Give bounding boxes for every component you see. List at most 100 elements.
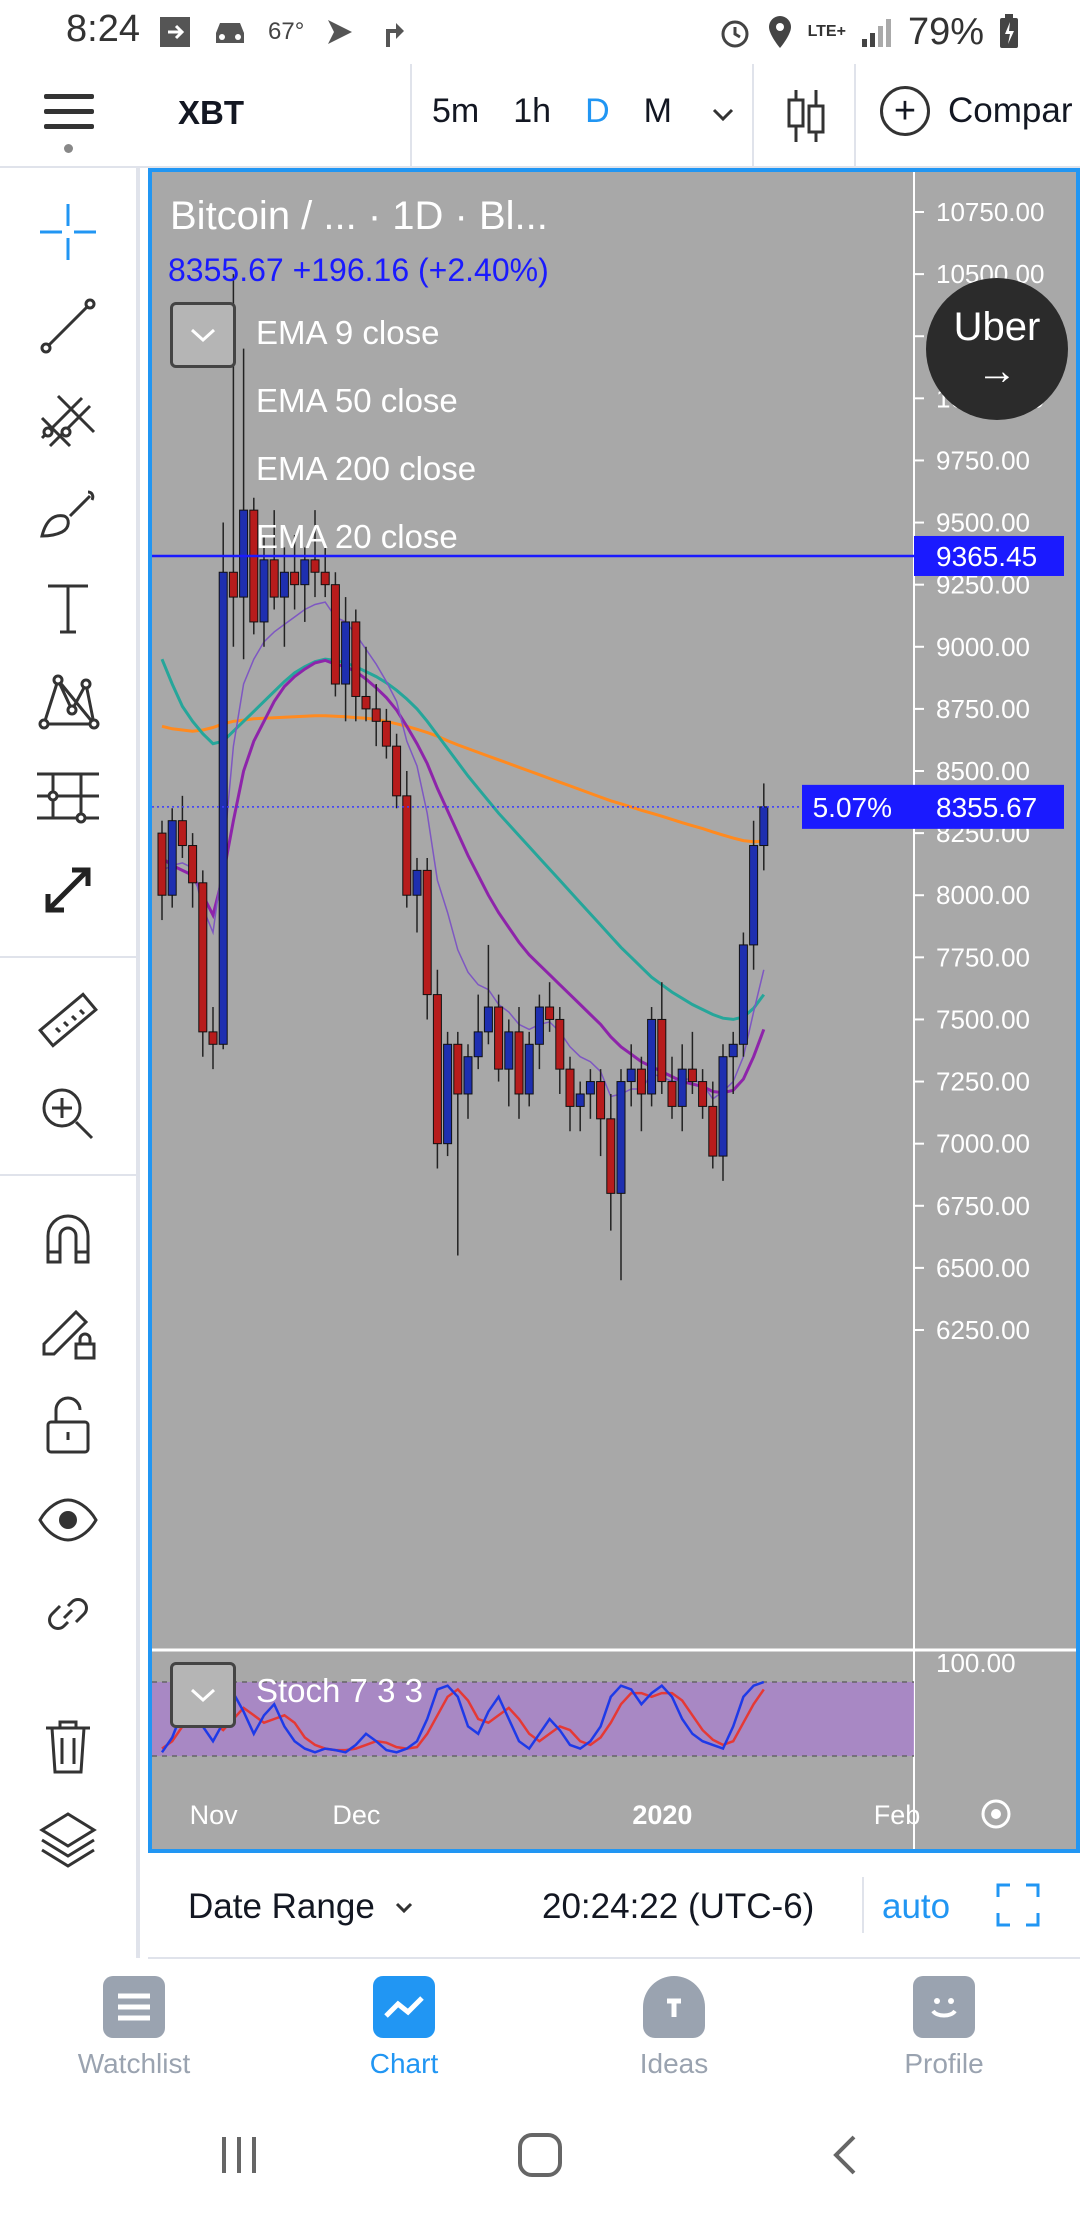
candle-body — [636, 1068, 646, 1095]
candle-body — [392, 745, 402, 797]
nav-ideas[interactable]: Ideas — [574, 1976, 774, 2080]
lock-drawing-icon — [42, 1309, 96, 1360]
auto-scale-button[interactable]: auto — [882, 1887, 951, 1926]
candle-body — [738, 944, 748, 1045]
uber-floating-badge[interactable]: Uber → — [926, 278, 1068, 420]
chart-header: XBT 5m 1h D M + Compar — [0, 64, 1080, 168]
y-tick-label: 6750.00 — [936, 1191, 1030, 1221]
unlock-tool[interactable] — [28, 1386, 108, 1466]
candle-body — [177, 820, 187, 847]
candle-body — [249, 509, 259, 623]
menu-icon — [44, 94, 94, 99]
nav-profile[interactable]: Profile — [844, 1976, 1044, 2080]
ruler-tool[interactable] — [28, 980, 108, 1060]
candle — [371, 684, 381, 747]
zoom-in-icon — [42, 1088, 94, 1140]
candle-body — [188, 845, 198, 884]
nav-chart[interactable]: Chart — [304, 1976, 504, 2080]
candle-body — [545, 1006, 555, 1020]
back-icon[interactable] — [826, 2131, 866, 2179]
lock-drawings-tool[interactable] — [28, 1292, 108, 1372]
legend-collapse-button[interactable] — [170, 302, 236, 368]
candle — [432, 969, 442, 1169]
indicator-ema20[interactable]: EMA 20 close — [256, 518, 458, 555]
crosshair-tool[interactable] — [28, 192, 108, 272]
chevron-down-icon — [395, 1902, 412, 1914]
location-icon — [768, 16, 791, 48]
candle — [330, 572, 340, 697]
candle-body — [167, 820, 177, 896]
candle — [269, 510, 279, 610]
menu-button[interactable] — [44, 94, 94, 144]
status-notification-icons: 67° — [158, 12, 408, 52]
nav-profile-label: Profile — [904, 2048, 984, 2079]
candle — [188, 833, 198, 908]
candle — [616, 1069, 626, 1281]
interval-selector: 5m 1h D M — [432, 92, 672, 131]
symbol-legend[interactable]: Bitcoin / ... · 1D · Bl... — [170, 194, 548, 238]
candle-body — [677, 1068, 687, 1107]
trash-icon — [46, 1720, 90, 1774]
candle-body — [290, 571, 300, 586]
indicator-ema9[interactable]: EMA 9 close — [256, 314, 440, 351]
plus-circle-icon: + — [880, 86, 930, 136]
magnet-tool[interactable] — [28, 1198, 108, 1278]
recent-apps-icon[interactable] — [214, 2133, 264, 2177]
indicator-ema50[interactable]: EMA 50 close — [256, 382, 458, 419]
candle — [626, 1044, 636, 1107]
unlock-icon — [46, 1396, 90, 1454]
candle-body — [687, 1068, 697, 1083]
text-tool[interactable] — [28, 568, 108, 648]
candle-body — [534, 1006, 544, 1045]
candle — [677, 1044, 687, 1132]
zoom-in-tool[interactable] — [28, 1074, 108, 1154]
interval-1h[interactable]: 1h — [513, 92, 552, 130]
candle — [708, 1081, 718, 1169]
candle — [504, 1019, 514, 1107]
candles-icon[interactable] — [784, 88, 828, 144]
horizontal-line-price-label: 9365.45 — [936, 541, 1037, 572]
interval-m[interactable]: M — [643, 92, 672, 130]
horizontal-line[interactable] — [152, 554, 914, 808]
chevron-down-icon[interactable] — [710, 96, 736, 136]
watchlist-icon — [103, 1976, 165, 2038]
delete-tool[interactable] — [28, 1706, 108, 1786]
layers-tool[interactable] — [28, 1800, 108, 1880]
date-range-button[interactable]: Date Range — [188, 1887, 415, 1927]
symbol-button[interactable]: XBT — [178, 94, 244, 131]
candle — [218, 522, 228, 1050]
pattern-tool[interactable] — [28, 662, 108, 742]
nav-watchlist[interactable]: Watchlist — [34, 1976, 234, 2080]
candle-body — [749, 845, 759, 946]
interval-5m[interactable]: 5m — [432, 92, 480, 130]
navigation-arrow-icon — [328, 20, 353, 44]
price-chart[interactable]: 10750.0010500.0010250.0010000.009750.009… — [152, 172, 1076, 1849]
candle-body — [381, 720, 391, 747]
chart-clock[interactable]: 20:24:22 (UTC-6) — [542, 1887, 815, 1926]
visibility-tool[interactable] — [28, 1480, 108, 1560]
home-icon[interactable] — [516, 2131, 564, 2179]
brush-tool[interactable] — [28, 474, 108, 554]
chevron-down-icon — [190, 328, 216, 343]
y-tick-label: 7750.00 — [936, 942, 1030, 972]
link-tool[interactable] — [28, 1574, 108, 1654]
expand-tool[interactable] — [28, 850, 108, 930]
fib-tool[interactable] — [28, 380, 108, 460]
indicator-ema200[interactable]: EMA 200 close — [256, 450, 477, 487]
trend-line-tool[interactable] — [28, 286, 108, 366]
ema200-line — [161, 714, 764, 844]
chart-area[interactable]: 10750.0010500.0010250.0010000.009750.009… — [148, 168, 1080, 1853]
network-type: LTE+ — [807, 23, 846, 40]
bottom-navigation: Watchlist Chart Ideas Profile — [0, 1960, 1080, 2095]
directions-icon — [386, 23, 405, 47]
candle — [749, 820, 759, 970]
drawing-toolbar — [0, 168, 140, 1958]
stoch-collapse-button[interactable] — [170, 1662, 236, 1728]
measure-tools[interactable] — [28, 756, 108, 836]
indicator-stoch[interactable]: Stoch 7 3 3 — [256, 1672, 423, 1709]
interval-d[interactable]: D — [585, 92, 610, 130]
fullscreen-icon[interactable] — [996, 1883, 1040, 1927]
compare-button[interactable]: + Compar — [880, 86, 1072, 136]
toolbar-divider — [0, 1174, 136, 1176]
candle — [208, 1007, 218, 1070]
